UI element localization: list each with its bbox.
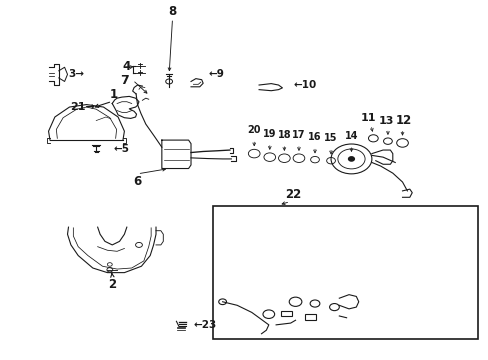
Text: 12: 12	[395, 114, 411, 127]
Bar	[305, 314, 315, 320]
Text: 21→: 21→	[70, 102, 95, 112]
Text: 6: 6	[133, 175, 142, 188]
Circle shape	[348, 157, 354, 161]
Text: 13: 13	[378, 116, 393, 126]
Text: 15: 15	[324, 133, 337, 143]
Text: 3→: 3→	[68, 69, 84, 79]
Text: 8: 8	[168, 5, 176, 18]
Text: ←9: ←9	[208, 69, 224, 79]
Text: 11: 11	[360, 113, 375, 122]
Bar	[281, 311, 291, 316]
Text: ←23: ←23	[194, 320, 217, 330]
Text: 19: 19	[263, 129, 276, 139]
Text: 2: 2	[108, 278, 116, 291]
Text: 4: 4	[122, 60, 131, 73]
Text: 22: 22	[285, 188, 301, 201]
Text: 7: 7	[120, 73, 128, 86]
Text: 1: 1	[110, 87, 118, 101]
Text: 16: 16	[307, 132, 321, 142]
Text: 14: 14	[344, 131, 358, 141]
Text: 17: 17	[292, 130, 305, 140]
Text: ←10: ←10	[292, 80, 316, 90]
Text: 18: 18	[277, 130, 290, 140]
Text: ←5: ←5	[113, 144, 129, 154]
Text: 20: 20	[247, 125, 261, 135]
Bar	[212, 206, 477, 339]
